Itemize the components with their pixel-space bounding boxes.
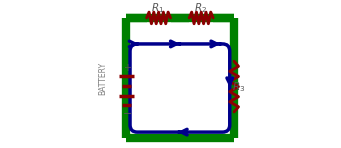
Text: −: − <box>122 109 132 119</box>
Text: +: + <box>123 63 131 73</box>
Text: $R_1$: $R_1$ <box>151 1 164 15</box>
Text: $R_3$: $R_3$ <box>232 80 245 94</box>
Text: BATTERY: BATTERY <box>98 62 107 95</box>
Text: $R_2$: $R_2$ <box>194 1 207 15</box>
